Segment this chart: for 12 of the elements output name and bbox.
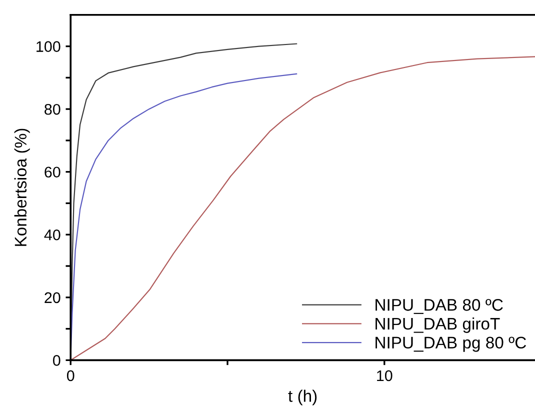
y-axis-title: Konbertsioa (%) bbox=[14, 128, 30, 246]
y-tick-label: 40 bbox=[44, 229, 60, 240]
legend-label: NIPU_DAB pg 80 ºC bbox=[376, 336, 526, 352]
y-tick-label: 0 bbox=[53, 355, 60, 366]
y-tick-label: 20 bbox=[44, 292, 60, 304]
y-tick-label: 100 bbox=[36, 41, 60, 52]
y-tick-label: 80 bbox=[44, 104, 60, 115]
y-tick-label: 60 bbox=[44, 166, 60, 178]
legend-label: NIPU_DAB 80 ºC bbox=[376, 298, 503, 314]
legend-label: NIPU_DAB giroT bbox=[376, 317, 500, 333]
x-tick-label: 10 bbox=[377, 370, 392, 382]
x-axis-title: t (h) bbox=[288, 390, 317, 406]
